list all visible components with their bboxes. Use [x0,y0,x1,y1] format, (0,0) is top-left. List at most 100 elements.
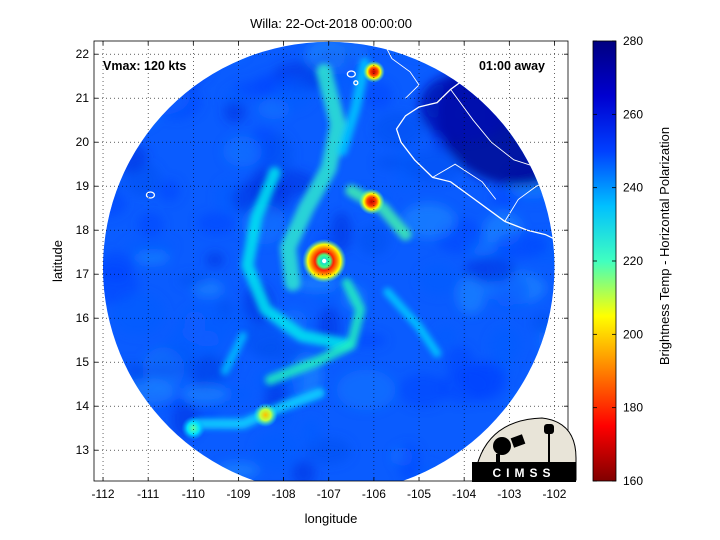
state-border [432,163,497,200]
y-tick-label: 16 [76,311,90,325]
colorbar-tick-label: 200 [623,327,643,341]
texture-blob [401,203,456,239]
texture-blob [103,86,125,115]
texture-blob [336,369,396,411]
x-tick-label: -107 [317,487,341,501]
x-tick-label: -102 [542,487,566,501]
state-border [450,89,542,170]
texture-blob [305,41,347,73]
texture-blob [375,155,408,171]
texture-blob [534,41,555,61]
texture-blob [184,310,206,333]
texture-blob [490,273,530,311]
mexico-coastline [395,41,564,244]
y-tick-label: 20 [76,135,90,149]
texture-blob [103,191,128,218]
x-tick-label: -111 [137,487,160,501]
texture-blob [291,460,316,481]
texture-blob [513,396,548,412]
texture-blob [124,239,175,254]
x-axis-label: longitude [305,511,358,526]
texture-blob [181,384,228,404]
texture-blob [137,212,164,237]
texture-blob [205,251,225,268]
x-tick-label: -109 [226,487,250,501]
y-tick-label: 17 [76,267,90,281]
island [353,80,359,86]
colorbar-tick-label: 220 [623,254,643,268]
texture-blob [418,264,459,296]
texture-blob [224,88,246,107]
texture-blob [233,80,280,99]
texture-blob [357,225,391,255]
texture-blob [222,136,262,167]
colorbar-tick-label: 280 [623,34,643,48]
texture-blob [300,418,322,447]
x-tick-label: -104 [452,487,476,501]
y-tick-label: 13 [76,443,90,457]
y-tick-label: 18 [76,223,90,237]
north-band-convection [362,60,385,83]
island [346,70,356,78]
state-border [526,76,555,117]
texture-blob [489,327,521,364]
texture-blob [513,74,545,90]
grid-lines [94,41,568,481]
texture-blob [103,251,134,282]
clear-sky-region [419,72,510,142]
texture-blob [216,461,259,479]
texture-blob [103,165,119,204]
texture-blob [111,292,165,336]
convective-cells [181,60,385,441]
x-tick-label: -108 [272,487,296,501]
texture-blob [404,150,462,183]
texture-blob [510,392,555,413]
x-tick-label: -103 [497,487,521,501]
time-offset-annotation: 01:00 away [479,59,545,73]
texture-blob [493,231,548,259]
texture-blob [263,133,294,176]
texture-blob [330,211,353,253]
texture-blob [223,101,246,124]
y-tick-label: 14 [76,399,90,413]
texture-blob [545,41,555,58]
colorbar-tick-label: 260 [623,107,643,121]
texture-blob [158,179,180,202]
texture-blob [119,381,177,407]
x-axis-ticks: -112 -111 -110 -109 -108 -107 -106 -105 -104 -103… [91,41,567,501]
texture-blob [408,41,436,56]
texture-blob [189,355,234,381]
x-tick-label: -105 [407,487,431,501]
y-tick-label: 15 [76,355,90,369]
x-tick-label: -110 [182,487,205,501]
rain-band [220,331,247,375]
colorbar: 160 180 200 220 240 260 280 Brightness Temp - … [592,34,672,488]
cimss-logo: CIMSS [472,417,577,482]
texture-blob [155,41,200,50]
texture-blob [305,437,352,465]
texture-blob [434,327,457,347]
texture-blob [196,212,236,235]
colorbar-label: Brightness Temp - Horizontal Polarizatio… [657,127,672,365]
storm-center-marker [322,258,327,264]
colorbar-tick-label: 180 [623,401,643,415]
colorbar-ticks: 160 180 200 220 240 260 280 [593,34,643,488]
texture-blob [396,443,421,480]
vmax-annotation: Vmax: 120 kts [103,59,186,73]
texture-blob [135,251,170,264]
state-border [382,41,420,99]
band-convection [358,188,385,215]
y-axis-label: latitude [50,240,65,282]
coastline [145,41,564,244]
texture-blob [398,373,448,408]
texture-blob [456,276,486,315]
texture-blob [137,84,154,121]
y-tick-label: 19 [76,179,90,193]
colorbar-tick-label: 160 [623,474,643,488]
southwest-convection [181,416,206,441]
texture-blob [167,327,197,365]
x-tick-label: -106 [362,487,386,501]
rain-band [280,63,346,291]
texture-blob [506,103,531,132]
